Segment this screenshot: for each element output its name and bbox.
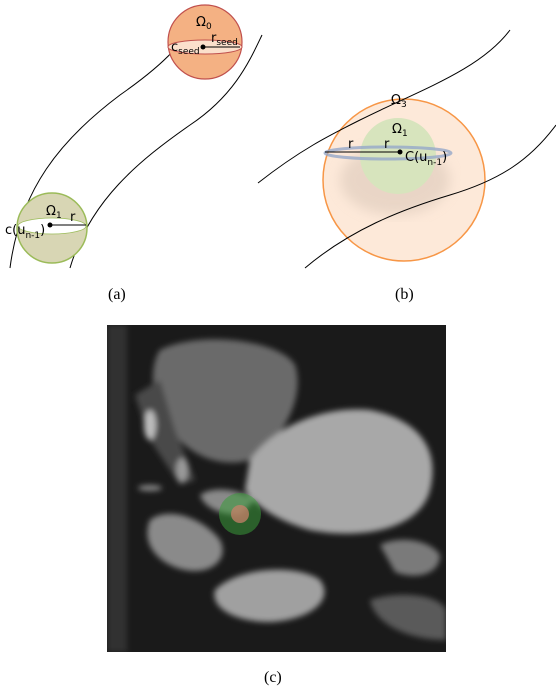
figure: Ω0 cseed rseed Ω1 c(un-1) r (a) Ω3 Ω1 r … [0,0,556,692]
caption: (b) [395,286,414,303]
panel-c: (c) [107,325,446,686]
panel-a: Ω0 cseed rseed Ω1 c(un-1) r (a) [5,5,262,303]
label: c(un-1) [5,223,45,241]
label: Ω3 [391,93,407,110]
label: r [70,210,76,225]
panel-b: Ω3 Ω1 r r C(un-1) (b) [258,30,556,303]
vessel-wall [70,35,262,268]
caption: (c) [264,669,282,686]
caption: (a) [108,286,126,303]
sphere-core [231,505,249,523]
label: r [384,137,390,152]
ct-image [107,325,446,652]
label: r [348,137,354,152]
